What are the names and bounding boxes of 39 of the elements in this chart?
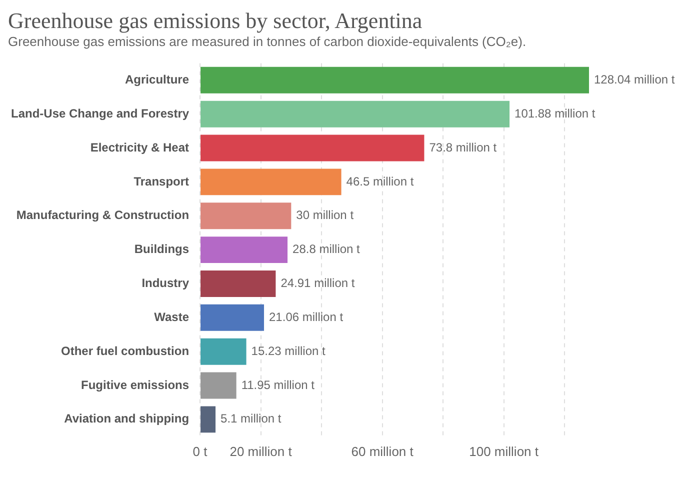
data-label: 21.06 million t [269,310,344,324]
data-label: 15.23 million t [251,344,326,358]
data-label: 24.91 million t [280,276,356,290]
bar [200,202,292,230]
y-tick-label: Waste [154,310,190,324]
data-label: 30 million t [296,208,354,222]
data-label: 46.5 million t [346,174,414,188]
chart-title: Greenhouse gas emissions by sector, Argentina [8,8,424,34]
data-label: 128.04 million t [594,72,676,86]
data-label: 11.95 million t [241,378,316,392]
y-tick-label: Agriculture [125,72,190,86]
y-tick-label: Electricity & Heat [90,140,190,154]
bar [200,270,276,297]
bar [200,100,510,128]
data-label: 73.8 million t [429,140,498,154]
bar [200,66,589,94]
y-tick-label: Land-Use Change and Forestry [11,106,190,120]
y-tick-label: Aviation and shipping [64,412,190,426]
data-label: 101.88 million t [514,106,596,120]
bar [200,338,246,365]
y-tick-label: Manufacturing & Construction [16,208,190,222]
bar [200,406,216,433]
bar [200,304,264,331]
chart-subtitle: Greenhouse gas emissions are measured in tonnes of carbon dioxide-equivalents (CO₂e). [8,34,528,49]
x-tick-label: 60 million t [351,444,414,459]
x-tick-label: 100 million t [469,444,539,459]
y-tick-label: Transport [134,174,190,188]
y-tick-label: Other fuel combustion [61,344,190,358]
bar [200,168,342,196]
bar [200,236,288,264]
x-tick-label: 0 t [192,444,208,459]
x-tick-label: 20 million t [230,444,292,459]
bar [200,134,424,162]
y-tick-label: Industry [142,276,190,290]
y-tick-label: Fugitive emissions [81,378,190,392]
y-tick-label: Buildings [134,242,190,256]
data-label: 5.1 million t [220,412,282,426]
data-label: 28.8 million t [292,242,361,256]
bar [200,372,236,399]
